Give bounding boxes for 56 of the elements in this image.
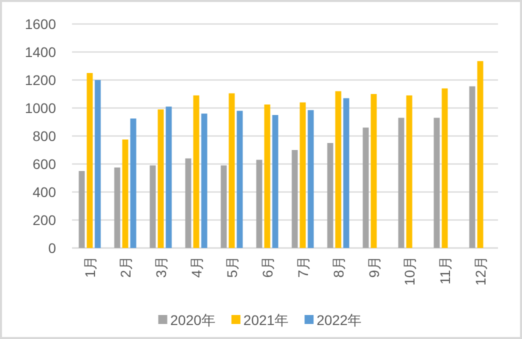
bar bbox=[370, 94, 377, 248]
bar bbox=[193, 95, 200, 248]
x-tick-label: 3月 bbox=[152, 256, 169, 278]
bar bbox=[477, 61, 484, 248]
bar bbox=[122, 140, 128, 248]
bar bbox=[406, 95, 412, 248]
x-tick-label: 4月 bbox=[188, 256, 204, 278]
bar bbox=[256, 160, 262, 248]
bar bbox=[300, 102, 306, 248]
y-tick-label: 1000 bbox=[24, 100, 56, 116]
x-tick-label: 8月 bbox=[330, 256, 346, 278]
bar bbox=[236, 110, 243, 248]
x-tick-label: 1月 bbox=[82, 256, 98, 278]
bar bbox=[201, 114, 208, 248]
bar bbox=[264, 104, 270, 248]
legend-label: 2021年 bbox=[243, 312, 289, 328]
bar bbox=[166, 106, 172, 248]
x-tick-label: 6月 bbox=[259, 256, 276, 278]
bar bbox=[94, 80, 101, 248]
x-tick-label: 2月 bbox=[117, 256, 134, 278]
bar bbox=[78, 171, 85, 248]
x-tick-label: 7月 bbox=[294, 256, 311, 278]
bar bbox=[343, 98, 350, 248]
bar bbox=[158, 109, 164, 248]
y-tick-label: 1200 bbox=[24, 72, 56, 88]
bar bbox=[442, 88, 448, 248]
bar bbox=[185, 158, 192, 248]
bar bbox=[220, 165, 227, 248]
x-tick-label: 10月 bbox=[401, 256, 418, 286]
bar bbox=[434, 118, 440, 248]
bar bbox=[228, 93, 235, 248]
legend-label: 2022年 bbox=[316, 312, 362, 328]
y-tick-label: 1600 bbox=[24, 16, 56, 32]
bar bbox=[362, 128, 369, 248]
bar bbox=[469, 86, 476, 248]
x-tick-label: 9月 bbox=[366, 256, 382, 278]
bar bbox=[150, 165, 156, 248]
bar bbox=[86, 73, 93, 248]
y-tick-label: 800 bbox=[32, 128, 56, 144]
x-tick-label: 12月 bbox=[472, 256, 488, 286]
x-tick-label: 5月 bbox=[224, 256, 240, 278]
y-tick-label: 600 bbox=[32, 156, 56, 172]
y-tick-label: 400 bbox=[32, 184, 56, 200]
y-tick-label: 200 bbox=[32, 212, 56, 228]
x-tick-label: 11月 bbox=[436, 256, 453, 285]
bar bbox=[114, 168, 120, 248]
bar bbox=[327, 143, 334, 248]
bar bbox=[308, 110, 314, 248]
bar bbox=[130, 118, 136, 248]
bar bbox=[272, 115, 278, 248]
bar bbox=[398, 118, 404, 248]
y-tick-label: 0 bbox=[48, 240, 56, 256]
y-tick-label: 1400 bbox=[24, 44, 56, 60]
bar bbox=[292, 150, 298, 248]
legend-label: 2020年 bbox=[170, 312, 216, 328]
bar bbox=[335, 91, 342, 248]
